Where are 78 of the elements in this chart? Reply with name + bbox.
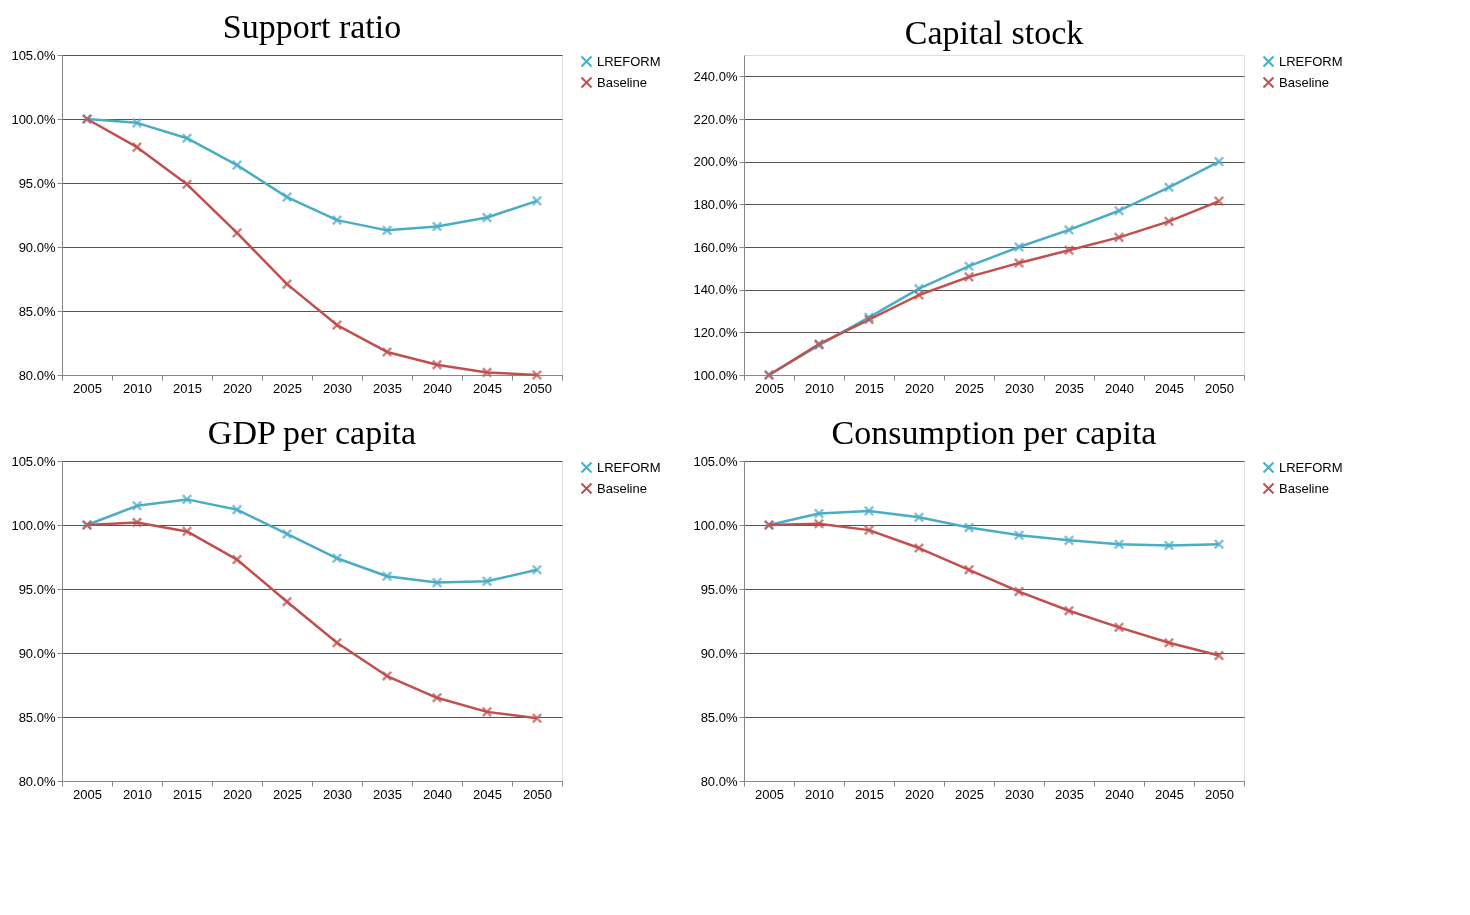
x-tick-label: 2020 (223, 786, 252, 802)
legend-label: LREFORM (1279, 53, 1343, 69)
x-tick-label: 2010 (805, 380, 834, 396)
x-tick-label: 2045 (473, 786, 502, 802)
y-tick-label: 105.0% (11, 47, 56, 63)
legend-label: Baseline (597, 480, 647, 496)
x-tick-label: 2045 (473, 380, 502, 396)
x-tick-label: 2005 (73, 786, 102, 802)
x-tick-label: 2015 (855, 380, 884, 396)
x-tick-label: 2025 (955, 380, 984, 396)
x-tick-label: 2030 (323, 380, 352, 396)
y-tick-label: 100.0% (693, 517, 738, 533)
x-tick-label: 2010 (123, 786, 152, 802)
y-tick-label: 180.0% (693, 196, 738, 212)
x-tick-label: 2005 (73, 380, 102, 396)
x-tick-label: 2035 (1055, 786, 1084, 802)
y-tick-label: 90.0% (700, 645, 738, 661)
y-tick-label: 90.0% (18, 239, 56, 255)
x-tick-label: 2010 (805, 786, 834, 802)
x-tick-label: 2030 (1005, 786, 1034, 802)
legend-label: Baseline (1279, 74, 1329, 90)
y-tick-label: 100.0% (11, 517, 56, 533)
legend-label: Baseline (1279, 480, 1329, 496)
legend-label: LREFORM (1279, 459, 1343, 475)
x-tick-label: 2020 (223, 380, 252, 396)
x-tick-label: 2040 (423, 380, 452, 396)
x-tick-label: 2030 (323, 786, 352, 802)
legend-label: LREFORM (597, 459, 661, 475)
y-tick-label: 140.0% (693, 282, 738, 298)
x-tick-label: 2015 (173, 786, 202, 802)
y-tick-label: 80.0% (18, 773, 56, 789)
chart-title: Capital stock (904, 14, 1084, 51)
x-tick-label: 2040 (423, 786, 452, 802)
x-tick-label: 2020 (905, 786, 934, 802)
x-tick-label: 2050 (1205, 786, 1234, 802)
y-tick-label: 85.0% (18, 709, 56, 725)
x-tick-label: 2045 (1155, 380, 1184, 396)
y-tick-label: 200.0% (693, 154, 738, 170)
x-tick-label: 2005 (755, 786, 784, 802)
x-tick-label: 2035 (373, 380, 402, 396)
legend-label: LREFORM (597, 53, 661, 69)
x-tick-label: 2025 (273, 786, 302, 802)
x-tick-label: 2040 (1105, 380, 1134, 396)
x-tick-label: 2005 (755, 380, 784, 396)
y-tick-label: 105.0% (11, 453, 56, 469)
y-tick-label: 80.0% (18, 367, 56, 383)
y-tick-label: 90.0% (18, 645, 56, 661)
x-tick-label: 2010 (123, 380, 152, 396)
chart-title: Consumption per capita (831, 414, 1157, 451)
x-tick-label: 2030 (1005, 380, 1034, 396)
x-tick-label: 2015 (173, 380, 202, 396)
y-tick-label: 95.0% (700, 581, 738, 597)
y-tick-label: 220.0% (693, 111, 738, 127)
y-tick-label: 120.0% (693, 324, 738, 340)
x-tick-label: 2045 (1155, 786, 1184, 802)
y-tick-label: 95.0% (18, 175, 56, 191)
chart-title: Support ratio (222, 8, 402, 45)
x-tick-label: 2025 (955, 786, 984, 802)
legend-label: Baseline (597, 74, 647, 90)
x-tick-label: 2050 (523, 786, 552, 802)
x-tick-label: 2015 (855, 786, 884, 802)
x-tick-label: 2025 (273, 380, 302, 396)
y-tick-label: 100.0% (693, 367, 738, 383)
y-tick-label: 85.0% (18, 303, 56, 319)
x-tick-label: 2035 (1055, 380, 1084, 396)
y-tick-label: 105.0% (693, 453, 738, 469)
y-tick-label: 85.0% (700, 709, 738, 725)
y-tick-label: 80.0% (700, 773, 738, 789)
x-tick-label: 2050 (1205, 380, 1234, 396)
x-tick-label: 2020 (905, 380, 934, 396)
y-tick-label: 100.0% (11, 111, 56, 127)
x-tick-label: 2035 (373, 786, 402, 802)
x-tick-label: 2050 (523, 380, 552, 396)
y-tick-label: 160.0% (693, 239, 738, 255)
chart-title: GDP per capita (207, 414, 417, 451)
y-tick-label: 240.0% (693, 68, 738, 84)
y-tick-label: 95.0% (18, 581, 56, 597)
x-tick-label: 2040 (1105, 786, 1134, 802)
